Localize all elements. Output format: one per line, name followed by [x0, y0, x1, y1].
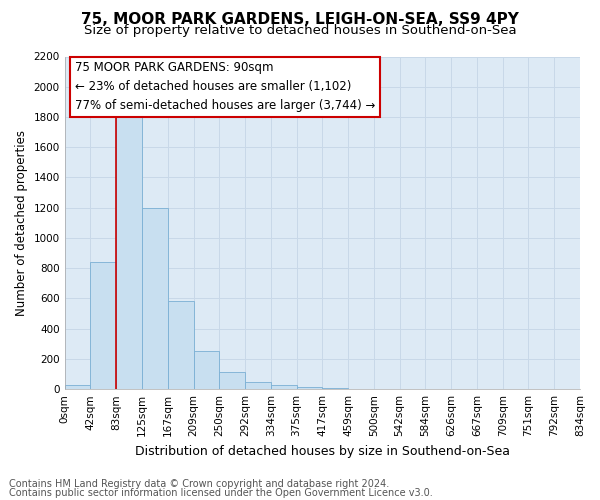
Bar	[296, 387, 322, 389]
Bar	[65, 386, 91, 389]
Bar	[91, 262, 116, 389]
Bar	[245, 382, 271, 389]
Text: 75 MOOR PARK GARDENS: 90sqm
← 23% of detached houses are smaller (1,102)
77% of : 75 MOOR PARK GARDENS: 90sqm ← 23% of det…	[75, 62, 376, 112]
Y-axis label: Number of detached properties: Number of detached properties	[15, 130, 28, 316]
Text: Contains public sector information licensed under the Open Government Licence v3: Contains public sector information licen…	[9, 488, 433, 498]
Bar	[193, 350, 219, 389]
Bar	[168, 300, 193, 389]
Bar	[219, 372, 245, 389]
Text: Size of property relative to detached houses in Southend-on-Sea: Size of property relative to detached ho…	[83, 24, 517, 37]
Bar	[142, 208, 168, 389]
X-axis label: Distribution of detached houses by size in Southend-on-Sea: Distribution of detached houses by size …	[135, 444, 510, 458]
Bar	[116, 117, 142, 389]
Bar	[271, 386, 296, 389]
Bar	[322, 388, 348, 389]
Text: 75, MOOR PARK GARDENS, LEIGH-ON-SEA, SS9 4PY: 75, MOOR PARK GARDENS, LEIGH-ON-SEA, SS9…	[81, 12, 519, 28]
Text: Contains HM Land Registry data © Crown copyright and database right 2024.: Contains HM Land Registry data © Crown c…	[9, 479, 389, 489]
